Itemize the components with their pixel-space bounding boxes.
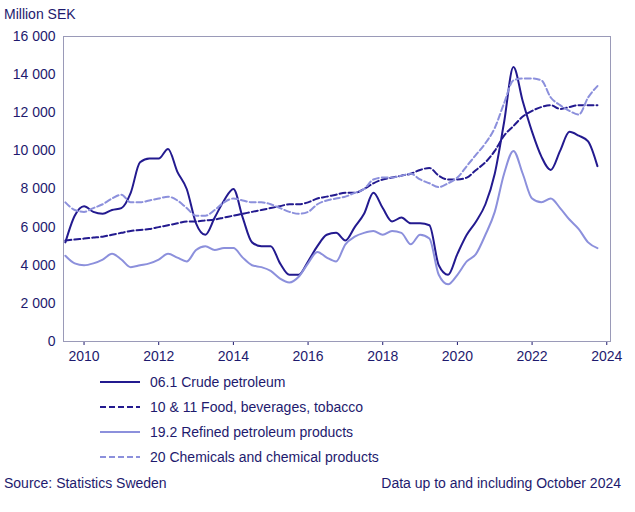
html-text:06.1 Crude petroleum: 06.1 Crude petroleum xyxy=(150,373,286,390)
svg-text:2022: 2022 xyxy=(517,348,548,364)
svg-text:2024: 2024 xyxy=(591,348,622,364)
svg-text:6 000: 6 000 xyxy=(20,219,55,235)
svg-text:2 000: 2 000 xyxy=(20,295,55,311)
svg-text:2012: 2012 xyxy=(143,348,174,364)
html-text:10 & 11 Food, beverages, tobac: 10 & 11 Food, beverages, tobacco xyxy=(150,398,363,415)
svg-text:8 000: 8 000 xyxy=(20,180,55,196)
svg-text:2018: 2018 xyxy=(367,348,398,364)
html-text:Data up to and including Octob: Data up to and including October 2024 xyxy=(381,475,621,491)
svg-text:16 000: 16 000 xyxy=(13,28,56,44)
svg-text:2010: 2010 xyxy=(68,348,99,364)
html-text:19.2 Refined petroleum product: 19.2 Refined petroleum products xyxy=(150,423,354,440)
svg-text:12 000: 12 000 xyxy=(13,104,56,120)
svg-text:0: 0 xyxy=(48,333,56,349)
html-text:Source: Statistics Sweden: Source: Statistics Sweden xyxy=(4,475,167,491)
html-text:Million SEK: Million SEK xyxy=(4,6,76,22)
svg-text:10 000: 10 000 xyxy=(13,142,56,158)
svg-text:4 000: 4 000 xyxy=(20,257,55,273)
html-text:20 Chemicals and chemical prod: 20 Chemicals and chemical products xyxy=(150,448,379,465)
svg-text:2016: 2016 xyxy=(292,348,323,364)
svg-text:14 000: 14 000 xyxy=(13,66,56,82)
svg-text:2020: 2020 xyxy=(442,348,473,364)
svg-text:2014: 2014 xyxy=(218,348,249,364)
